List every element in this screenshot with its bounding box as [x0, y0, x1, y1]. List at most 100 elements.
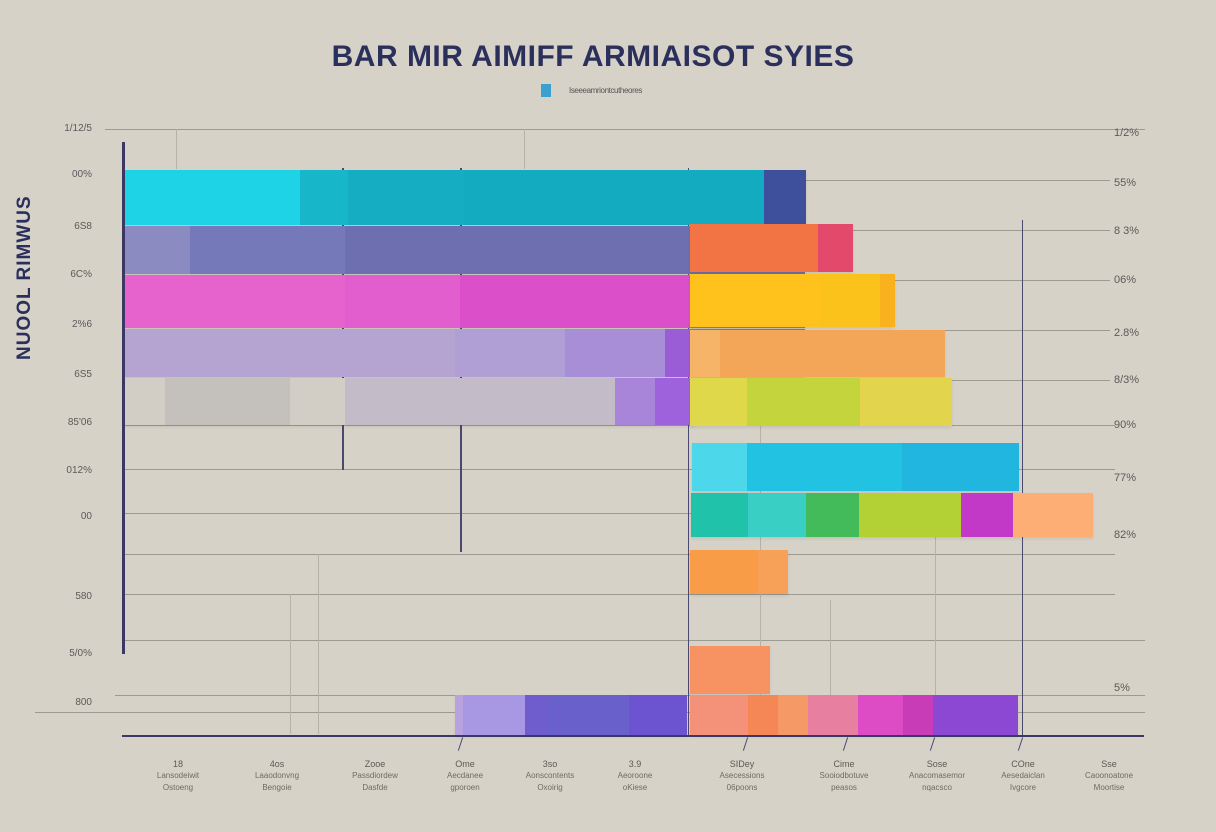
bar-segment: [692, 443, 747, 491]
x-category-line2: gporoen: [450, 783, 480, 792]
x-category-line2: 06poons: [726, 783, 758, 792]
right-tick: 2.8%: [1114, 327, 1140, 339]
gridline-v: [1022, 220, 1023, 735]
x-tick: [1017, 737, 1024, 751]
x-category-line2: Oxoirig: [537, 783, 563, 792]
gridline-v: [935, 500, 936, 735]
right-tick: 8/3%: [1114, 374, 1140, 386]
x-category-line2: Ostoeng: [162, 783, 194, 792]
x-tick: [842, 737, 849, 751]
left-tick: 012%: [66, 465, 92, 476]
x-category-num: Ome: [455, 759, 475, 769]
x-category-line2: Dasfde: [362, 783, 388, 792]
bar-segment: [764, 170, 806, 225]
bar: [691, 493, 1093, 537]
bar-segment: [690, 646, 770, 694]
x-category-line1: Sooiodbotuve: [819, 771, 869, 780]
x-category: Zooe Passdiordew Dasfde: [330, 758, 420, 794]
x-category-line2: oKiese: [622, 783, 648, 792]
bar: [692, 443, 1019, 491]
bar-segment: [961, 493, 1013, 537]
x-category-line1: Aonscontents: [525, 771, 575, 780]
bar-segment: [820, 274, 880, 327]
bar-segment: [778, 695, 808, 735]
gridline-v: [688, 168, 689, 735]
bar-segment: [525, 695, 547, 735]
x-category-num: 18: [172, 759, 183, 769]
bar-segment: [690, 274, 820, 327]
gridline: [105, 129, 1145, 130]
bar-segment: [455, 695, 463, 735]
bar-segment: [858, 695, 903, 735]
chart-title: BAR MIR AIMIFF ARMIAISOT SYIES: [331, 40, 855, 73]
x-category-num: 3.9: [628, 759, 642, 769]
bar-segment: [903, 695, 933, 735]
bar-segment: [125, 275, 345, 328]
bar-segment: [125, 378, 165, 425]
bar-segment: [300, 170, 348, 225]
bar-segment: [859, 493, 961, 537]
x-category-line2: Ivgcore: [1009, 783, 1037, 792]
bar: [125, 170, 806, 225]
x-category-num: Cime: [833, 759, 855, 769]
gridline: [125, 594, 1115, 595]
bar-segment: [190, 226, 345, 274]
bar-segment: [655, 378, 695, 425]
bar-segment: [747, 378, 860, 426]
x-category-num: COne: [1011, 759, 1035, 769]
bar-segment: [455, 329, 565, 377]
x-category-num: SIDey: [729, 759, 755, 769]
bar-segment: [345, 378, 615, 425]
bar: [690, 224, 853, 272]
left-tick: 6S5: [74, 369, 92, 380]
bar-segment: [933, 695, 1018, 735]
bar-segment: [290, 378, 345, 425]
x-category: 4os Laaodonvng Bengoie: [232, 758, 322, 794]
bar-segment: [747, 443, 902, 491]
right-tick: 1/2%: [1114, 127, 1140, 139]
bar-segment: [615, 378, 655, 425]
bar: [125, 378, 695, 425]
right-tick: 82%: [1114, 529, 1137, 541]
x-category-num: Sose: [926, 759, 948, 769]
x-category-line1: Laaodonvng: [254, 771, 300, 780]
x-category-num: Zooe: [364, 759, 386, 769]
bar-segment: [806, 493, 859, 537]
right-tick: 8 3%: [1114, 225, 1140, 237]
bar: [690, 646, 770, 694]
gridline: [125, 640, 1145, 641]
bar-segment: [463, 695, 525, 735]
x-category-line1: Anacomasemor: [908, 771, 966, 780]
x-tick: [742, 737, 749, 751]
bar-segment: [165, 378, 290, 425]
bar-segment: [691, 493, 748, 537]
gridline: [690, 230, 1110, 231]
x-category-line1: Caoonoatone: [1084, 771, 1134, 780]
left-tick: 00: [80, 511, 92, 522]
x-category: Cime Sooiodbotuve peasos: [799, 758, 889, 794]
left-tick: 6C%: [70, 269, 92, 280]
bar: [690, 378, 952, 426]
left-tick: 5/0%: [69, 648, 92, 659]
x-category-num: 4os: [269, 759, 285, 769]
x-category-line1: Lansodeiwit: [156, 771, 200, 780]
bar: [690, 695, 1018, 735]
bar-segment: [690, 550, 758, 594]
bar-segment: [125, 226, 190, 274]
bar: [455, 695, 687, 735]
x-category: 3so Aonscontents Oxoirig: [505, 758, 595, 794]
x-category-line2: Moortise: [1093, 783, 1125, 792]
bar-segment: [902, 443, 1019, 491]
gridline: [125, 513, 695, 514]
gridline: [690, 280, 1110, 281]
bar-segment: [748, 695, 778, 735]
x-category: COne Aesedaiclan Ivgcore: [978, 758, 1068, 794]
x-category: Ome Aecdanee gporoen: [420, 758, 510, 794]
x-category: 3.9 Aeoroone oKiese: [590, 758, 680, 794]
bar: [690, 550, 788, 594]
x-category-line2: nqacsco: [922, 783, 952, 792]
bar-segment: [758, 550, 788, 594]
bar-segment: [547, 695, 629, 735]
x-category: Sse Caoonoatone Moortise: [1064, 758, 1154, 794]
bar-segment: [690, 330, 720, 377]
